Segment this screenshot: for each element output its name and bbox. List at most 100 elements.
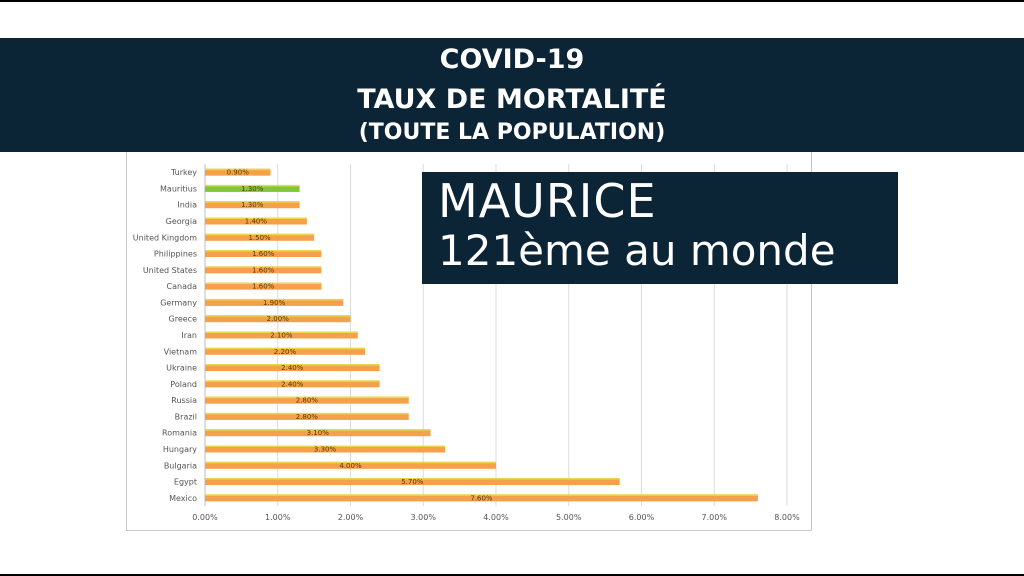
- bar-edge: [205, 282, 322, 285]
- bar-germany: [205, 298, 344, 306]
- bar-edge: [205, 380, 380, 382]
- bar-edge: [205, 347, 366, 350]
- category-label: Poland: [170, 380, 197, 389]
- category-label: United States: [143, 266, 197, 275]
- category-label: Egypt: [174, 478, 197, 487]
- data-label: 1.60%: [252, 250, 275, 258]
- category-label: Georgia: [166, 217, 197, 226]
- data-label: 5.70%: [401, 478, 424, 486]
- data-label: 1.50%: [248, 234, 271, 242]
- category-label: Turkey: [170, 168, 197, 177]
- banner-subtitle-detail: (TOUTE LA POPULATION): [358, 120, 666, 145]
- category-label: Canada: [167, 282, 198, 291]
- callout-rank: 121ème au monde: [438, 226, 836, 275]
- data-label: 1.30%: [241, 185, 264, 193]
- data-label: 2.10%: [270, 332, 293, 340]
- bar-mexico: [205, 494, 758, 502]
- data-label: 1.30%: [241, 201, 264, 209]
- category-label: Mauritius: [160, 184, 197, 193]
- bar-united-kingdom: [205, 233, 315, 241]
- bar-philippines: [205, 250, 322, 258]
- category-label: Iran: [181, 331, 197, 340]
- data-label: 7.60%: [470, 494, 493, 502]
- data-label: 1.90%: [263, 299, 286, 307]
- bar-brazil: [205, 412, 409, 420]
- data-label: 2.40%: [281, 364, 304, 372]
- bar-ukraine: [205, 364, 380, 372]
- bar-edge: [205, 315, 351, 317]
- bar-poland: [205, 380, 380, 388]
- banner-subtitle: TAUX DE MORTALITÉ: [357, 84, 667, 115]
- bar-mauritius: [205, 184, 300, 192]
- category-label: Romania: [162, 429, 197, 438]
- bar-egypt: [205, 478, 620, 486]
- data-label: 2.80%: [296, 413, 319, 421]
- bar-edge: [205, 298, 344, 301]
- bar-canada: [205, 282, 322, 290]
- bar-hungary: [205, 445, 446, 453]
- data-label: 1.40%: [245, 218, 268, 226]
- bar-edge: [205, 364, 380, 366]
- category-label: Ukraine: [166, 364, 197, 373]
- banner-title: COVID-19: [439, 44, 585, 75]
- callout-country: MAURICE: [438, 174, 657, 228]
- bar-edge: [205, 461, 496, 464]
- category-label: Mexico: [169, 494, 197, 503]
- data-label: 2.20%: [274, 348, 297, 356]
- x-tick-label: 5.00%: [556, 513, 582, 522]
- x-tick-label: 8.00%: [774, 513, 800, 522]
- data-label: 4.00%: [339, 462, 362, 470]
- category-label: Philippines: [154, 250, 197, 259]
- bar-edge: [205, 250, 322, 252]
- data-label: 1.60%: [252, 266, 275, 274]
- bar-edge: [205, 168, 271, 171]
- bar-edge: [205, 217, 307, 219]
- category-label: United Kingdom: [133, 233, 197, 242]
- data-label: 0.90%: [227, 169, 250, 177]
- bar-romania: [205, 429, 431, 437]
- bar-georgia: [205, 217, 307, 225]
- x-tick-label: 3.00%: [411, 513, 437, 522]
- category-label: Hungary: [163, 445, 197, 454]
- data-label: 2.80%: [296, 397, 319, 405]
- bar-edge: [205, 412, 409, 415]
- bar-edge: [205, 478, 620, 480]
- mauritius-callout: MAURICE 121ème au monde: [422, 172, 898, 284]
- category-label: Bulgaria: [164, 461, 197, 470]
- data-label: 2.00%: [267, 315, 290, 323]
- bar-edge: [205, 494, 758, 496]
- x-tick-label: 0.00%: [192, 513, 218, 522]
- bar-edge: [205, 396, 409, 399]
- data-label: 2.40%: [281, 380, 304, 388]
- bar-turkey: [205, 168, 271, 176]
- x-tick-label: 1.00%: [265, 513, 291, 522]
- category-label: India: [177, 201, 197, 210]
- bar-greece: [205, 315, 351, 323]
- x-tick-label: 6.00%: [629, 513, 655, 522]
- bar-edge: [205, 201, 300, 203]
- bar-vietnam: [205, 347, 366, 355]
- x-tick-label: 7.00%: [702, 513, 728, 522]
- bar-edge: [205, 266, 322, 268]
- x-tick-label: 2.00%: [338, 513, 364, 522]
- bar-russia: [205, 396, 409, 404]
- bar-india: [205, 201, 300, 209]
- bar-edge: [205, 445, 446, 447]
- data-label: 1.60%: [252, 283, 275, 291]
- category-label: Russia: [171, 396, 197, 405]
- bar-edge: [205, 184, 300, 187]
- bar-bulgaria: [205, 461, 496, 469]
- bar-united-states: [205, 266, 322, 274]
- bar-edge: [205, 233, 315, 236]
- bar-edge: [205, 331, 358, 333]
- bar-edge: [205, 429, 431, 431]
- title-banner: COVID-19 TAUX DE MORTALITÉ (TOUTE LA POP…: [0, 38, 1024, 152]
- data-label: 3.30%: [314, 446, 337, 454]
- data-label: 3.10%: [307, 429, 330, 437]
- category-label: Brazil: [175, 412, 197, 421]
- category-label: Germany: [160, 298, 197, 307]
- x-tick-label: 4.00%: [483, 513, 509, 522]
- category-label: Vietnam: [164, 347, 198, 356]
- bar-iran: [205, 331, 358, 339]
- category-label: Greece: [169, 315, 198, 324]
